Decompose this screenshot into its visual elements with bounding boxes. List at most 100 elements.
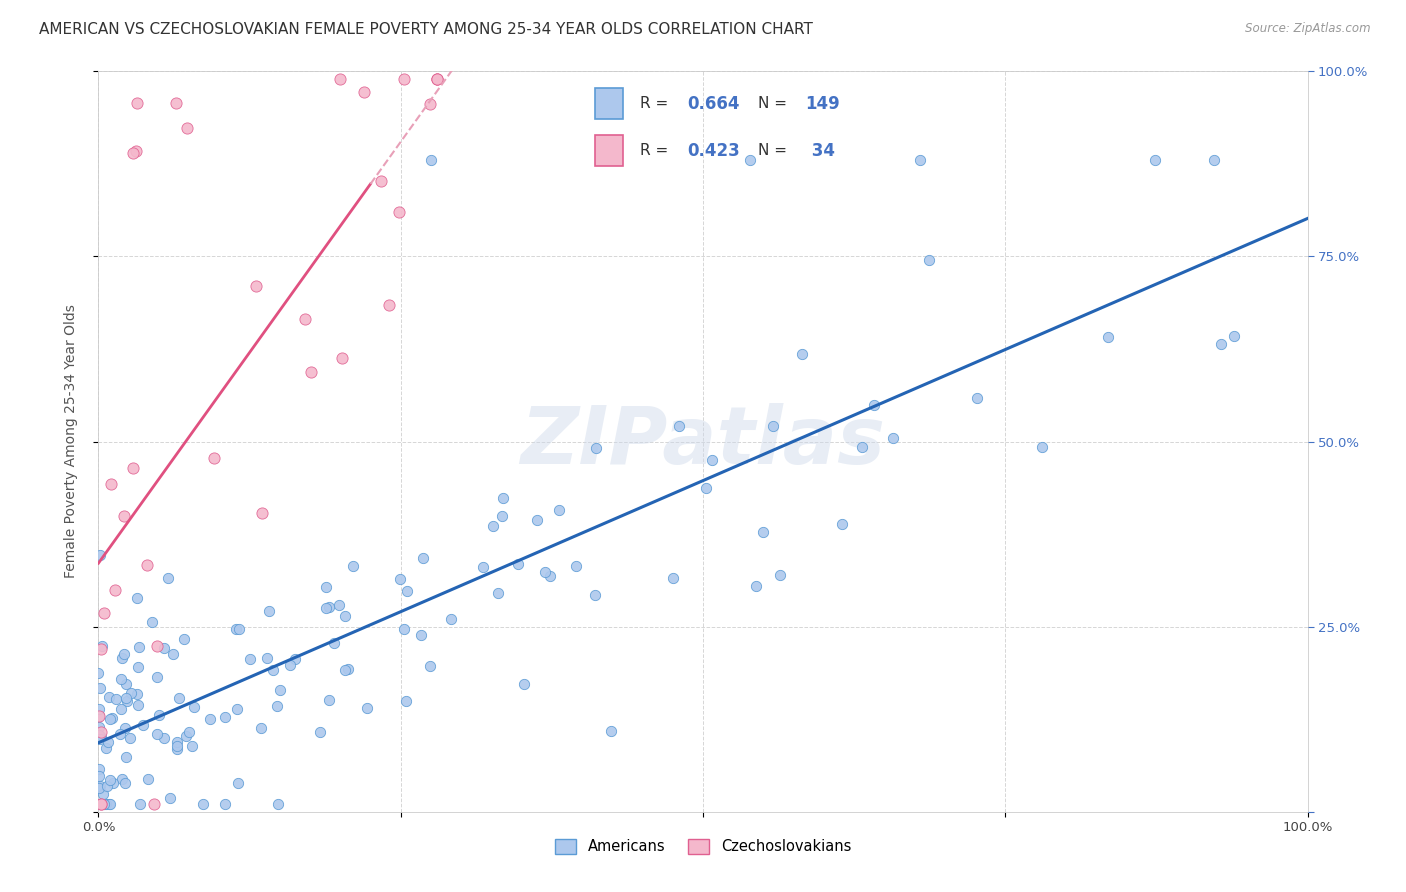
Point: [198, 712, 221, 726]
Point: [332, 351, 354, 365]
Point: [762, 419, 785, 434]
Point: [173, 632, 195, 646]
Point: [918, 252, 941, 267]
Point: [534, 565, 557, 579]
Point: [370, 174, 392, 188]
Point: [101, 711, 124, 725]
Point: [202, 450, 225, 465]
Point: [87, 797, 110, 812]
Point: [103, 583, 125, 598]
Point: [97, 797, 120, 812]
Point: [127, 96, 149, 111]
Point: [409, 628, 432, 642]
Point: [323, 636, 346, 650]
Point: [89, 720, 111, 734]
Point: [335, 663, 357, 677]
Point: [128, 797, 150, 812]
Point: [110, 702, 132, 716]
Point: [245, 279, 267, 293]
Point: [98, 773, 121, 788]
Point: [882, 431, 904, 445]
Point: [668, 418, 690, 433]
Point: [146, 727, 169, 741]
Point: [335, 608, 357, 623]
Point: [769, 568, 792, 582]
Point: [87, 701, 110, 715]
Point: [426, 71, 449, 86]
Point: [125, 144, 148, 158]
Point: [294, 312, 316, 326]
Legend: Americans, Czechoslovakians: Americans, Czechoslovakians: [548, 833, 858, 860]
Point: [299, 366, 322, 380]
Point: [214, 709, 236, 723]
Point: [309, 725, 332, 739]
Point: [267, 797, 290, 812]
FancyBboxPatch shape: [595, 136, 623, 166]
Point: [89, 731, 111, 746]
Text: N =: N =: [758, 96, 792, 111]
Point: [377, 298, 399, 312]
Point: [191, 797, 214, 812]
Point: [585, 441, 607, 455]
Point: [419, 153, 441, 168]
Point: [180, 739, 202, 753]
Point: [396, 583, 419, 598]
Point: [342, 559, 364, 574]
Point: [115, 750, 138, 764]
Point: [146, 639, 169, 653]
Point: [412, 550, 434, 565]
Point: [162, 647, 184, 661]
Point: [538, 568, 561, 582]
Point: [115, 693, 138, 707]
Point: [738, 153, 761, 168]
Point: [318, 599, 340, 614]
Point: [98, 712, 121, 726]
Point: [1209, 336, 1232, 351]
Point: [1143, 153, 1166, 168]
Point: [226, 702, 249, 716]
Point: [120, 731, 142, 745]
Point: [153, 731, 176, 745]
Text: Source: ZipAtlas.com: Source: ZipAtlas.com: [1246, 22, 1371, 36]
Point: [87, 769, 110, 783]
Point: [115, 677, 138, 691]
Point: [111, 651, 134, 665]
Point: [966, 391, 988, 405]
Point: [94, 797, 117, 812]
Point: [392, 622, 415, 636]
Point: [89, 779, 111, 793]
Point: [142, 797, 165, 812]
Point: [90, 797, 112, 812]
Point: [751, 524, 773, 539]
Point: [318, 693, 340, 707]
Point: [547, 503, 569, 517]
Point: [315, 601, 337, 615]
Point: [419, 659, 441, 673]
Point: [250, 721, 273, 735]
Point: [87, 781, 110, 796]
Point: [179, 725, 201, 739]
Text: R =: R =: [640, 144, 673, 158]
Text: ZIPatlas: ZIPatlas: [520, 402, 886, 481]
Point: [90, 725, 112, 739]
Point: [353, 85, 375, 99]
Point: [176, 121, 198, 136]
Point: [256, 650, 278, 665]
Point: [153, 641, 176, 656]
Point: [125, 591, 148, 605]
Point: [266, 699, 288, 714]
Point: [695, 481, 717, 495]
Point: [250, 506, 273, 520]
Point: [122, 146, 145, 161]
Point: [583, 588, 606, 602]
Point: [90, 642, 112, 657]
Text: 34: 34: [806, 142, 835, 160]
Text: N =: N =: [758, 144, 792, 158]
Text: AMERICAN VS CZECHOSLOVAKIAN FEMALE POVERTY AMONG 25-34 YEAR OLDS CORRELATION CHA: AMERICAN VS CZECHOSLOVAKIAN FEMALE POVER…: [39, 22, 813, 37]
Point: [157, 571, 180, 585]
Point: [419, 97, 441, 112]
Point: [141, 615, 163, 629]
Point: [226, 775, 249, 789]
Point: [93, 797, 115, 812]
Point: [565, 558, 588, 573]
